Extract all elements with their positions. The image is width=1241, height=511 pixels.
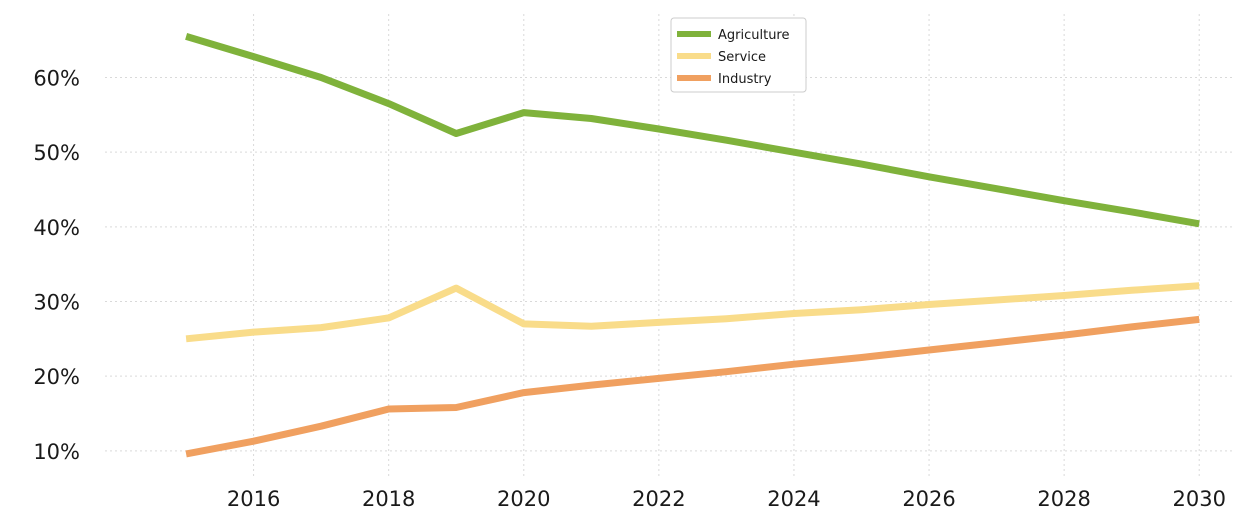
y-tick-label: 40% — [33, 216, 80, 240]
legend-label-service: Service — [718, 50, 766, 65]
y-tick-label: 60% — [33, 66, 80, 90]
series-line-agriculture — [185, 33, 1200, 228]
x-tick-label: 2028 — [1037, 487, 1090, 511]
y-tick-label: 50% — [33, 141, 80, 165]
x-tick-label: 2022 — [632, 487, 685, 511]
legend-label-agriculture: Agriculture — [718, 28, 790, 43]
legend-label-industry: Industry — [718, 72, 772, 87]
x-tick-label: 2020 — [497, 487, 550, 511]
series-layer — [185, 33, 1200, 458]
tick-labels: 2016 2018 2020 2022 2024 2026 2028 2030 10% 20% 30… — [33, 66, 1226, 511]
y-tick-label: 30% — [33, 291, 80, 315]
x-tick-label: 2016 — [227, 487, 280, 511]
legend: Agriculture Service Industry — [670, 17, 807, 93]
x-tick-label: 2018 — [362, 487, 415, 511]
series-line-service — [185, 282, 1200, 343]
x-tick-label: 2026 — [902, 487, 955, 511]
grid-layer — [105, 14, 1233, 477]
y-tick-label: 10% — [33, 440, 80, 464]
x-tick-label: 2024 — [767, 487, 820, 511]
series-line-industry — [185, 315, 1200, 458]
y-tick-label: 20% — [33, 365, 80, 389]
x-tick-label: 2030 — [1173, 487, 1226, 511]
